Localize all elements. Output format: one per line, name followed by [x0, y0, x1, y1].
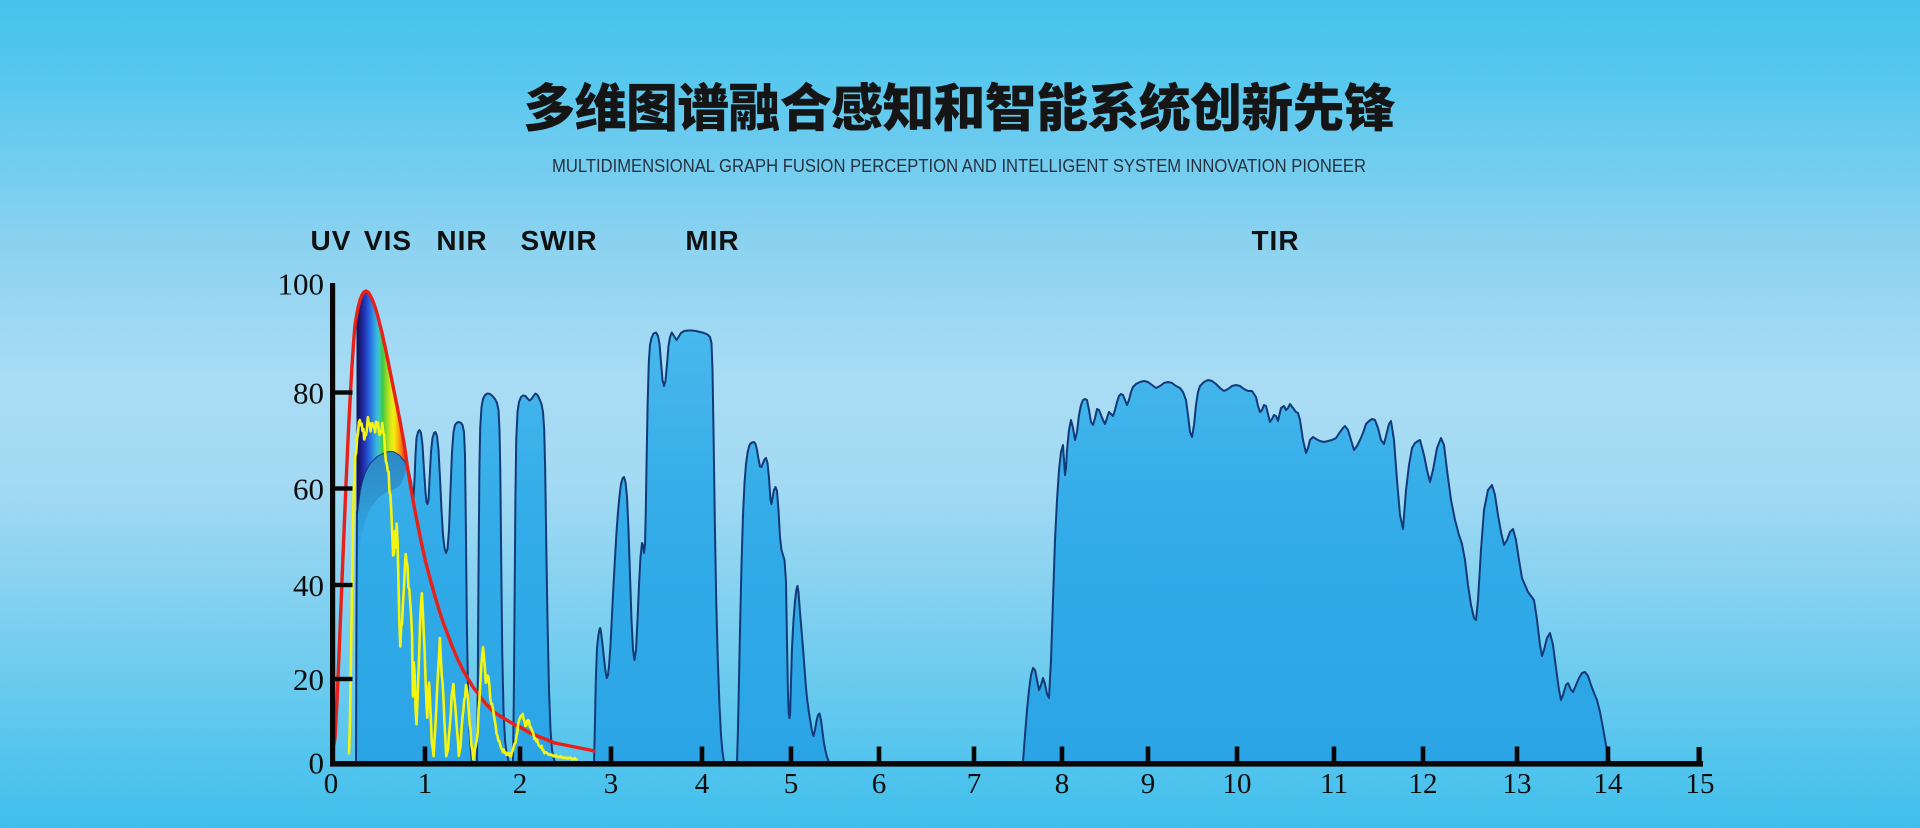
- svg-text:2: 2: [513, 768, 528, 800]
- svg-text:VIS: VIS: [364, 225, 412, 256]
- svg-text:10: 10: [1223, 768, 1252, 800]
- svg-text:NIR: NIR: [436, 225, 487, 256]
- svg-text:TIR: TIR: [1251, 225, 1299, 256]
- svg-text:0: 0: [309, 745, 325, 780]
- svg-text:7: 7: [967, 768, 982, 800]
- svg-text:13: 13: [1503, 768, 1532, 800]
- svg-text:MIR: MIR: [685, 225, 739, 256]
- svg-text:15: 15: [1686, 768, 1715, 800]
- svg-text:UV: UV: [311, 225, 352, 256]
- svg-text:9: 9: [1141, 768, 1156, 800]
- svg-text:40: 40: [293, 568, 324, 603]
- svg-text:0: 0: [324, 768, 339, 800]
- svg-text:6: 6: [872, 768, 887, 800]
- svg-text:100: 100: [278, 266, 325, 301]
- svg-text:SWIR: SWIR: [520, 225, 597, 256]
- svg-text:5: 5: [784, 768, 799, 800]
- svg-text:11: 11: [1320, 768, 1348, 800]
- svg-text:80: 80: [293, 375, 324, 410]
- svg-text:MULTIDIMENSIONAL GRAPH FUSION: MULTIDIMENSIONAL GRAPH FUSION PERCEPTION…: [552, 155, 1366, 176]
- svg-text:14: 14: [1594, 768, 1624, 800]
- svg-text:3: 3: [604, 768, 619, 800]
- svg-text:60: 60: [293, 471, 324, 506]
- svg-text:1: 1: [418, 768, 433, 800]
- svg-text:4: 4: [695, 768, 710, 800]
- svg-text:8: 8: [1055, 768, 1070, 800]
- svg-text:12: 12: [1409, 768, 1438, 800]
- svg-text:20: 20: [293, 662, 324, 697]
